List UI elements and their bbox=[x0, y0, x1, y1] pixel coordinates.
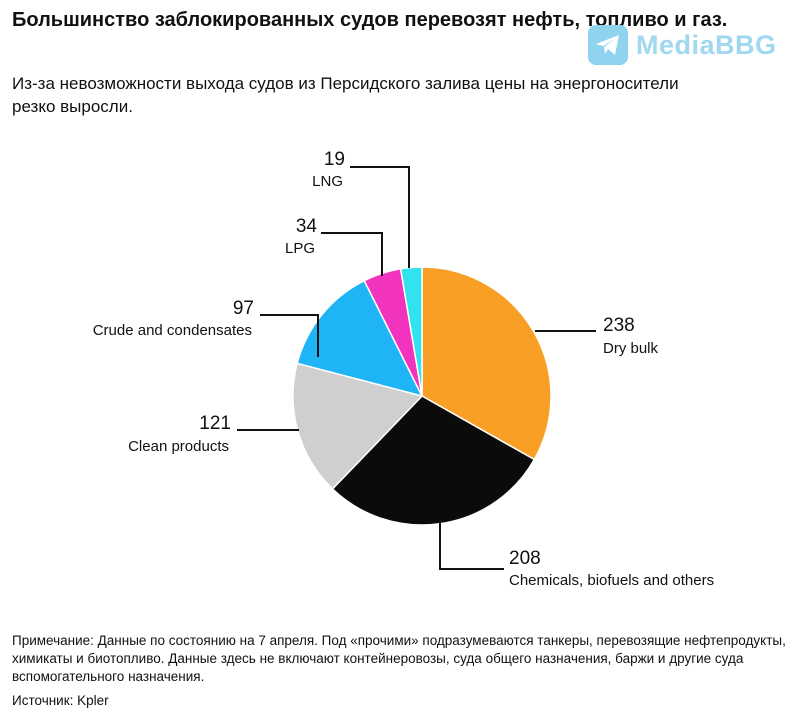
slice-label-clean-products: Clean products bbox=[128, 438, 229, 455]
leader-crude bbox=[260, 314, 319, 357]
leader-lng bbox=[350, 166, 410, 268]
slice-label-dry-bulk: Dry bulk bbox=[603, 340, 659, 357]
slice-value-chemicals: 208 bbox=[509, 548, 541, 569]
slice-value-crude: 97 bbox=[233, 298, 254, 319]
slice-label-lpg: LPG bbox=[285, 240, 315, 257]
watermark-text: MediaBBG bbox=[636, 29, 777, 60]
chart-subtitle: Из-за невозможности выхода судов из Перс… bbox=[12, 74, 679, 116]
pie-slice-crude bbox=[296, 279, 424, 398]
leader-chemicals bbox=[439, 520, 504, 570]
slice-labels: 238 Dry bulk 208 Chemicals, biofuels and… bbox=[93, 149, 714, 589]
slice-label-crude: Crude and condensates bbox=[93, 322, 252, 339]
pie-slice-dry-bulk bbox=[421, 266, 552, 461]
pie-slice-lng bbox=[399, 266, 423, 397]
pie-slices bbox=[292, 266, 552, 526]
slice-value-lpg: 34 bbox=[296, 216, 318, 237]
source-note: Источник: Kpler bbox=[12, 693, 109, 708]
slice-label-lng: LNG bbox=[312, 173, 343, 190]
chart-title: Большинство заблокированных судов перево… bbox=[12, 9, 728, 31]
watermark: MediaBBG bbox=[588, 22, 798, 68]
slice-label-chemicals: Chemicals, biofuels and others bbox=[509, 572, 714, 589]
telegram-icon bbox=[588, 25, 628, 65]
pie-chart: 238 Dry bulk 208 Chemicals, biofuels and… bbox=[93, 149, 714, 589]
slice-value-clean-products: 121 bbox=[199, 413, 231, 434]
slice-value-lng: 19 bbox=[324, 149, 345, 170]
footnote: Примечание: Данные по состоянию на 7 апр… bbox=[12, 633, 786, 684]
leader-lines bbox=[237, 166, 596, 570]
slice-value-dry-bulk: 238 bbox=[603, 315, 635, 336]
leader-lpg bbox=[321, 232, 383, 276]
